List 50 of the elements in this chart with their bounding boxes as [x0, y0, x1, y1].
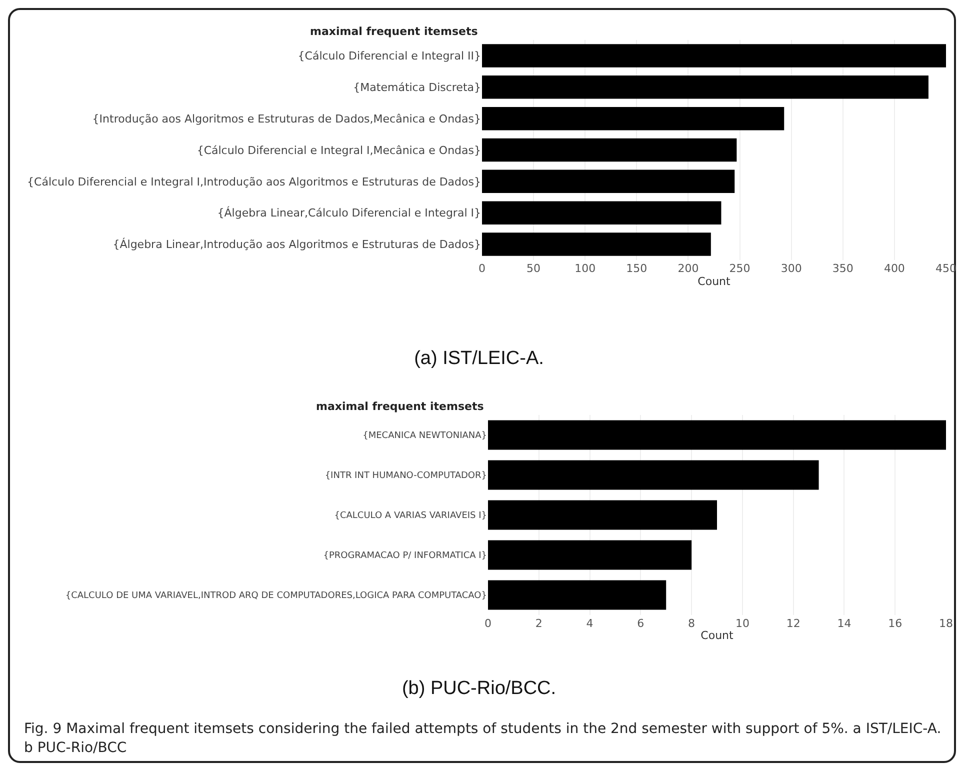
- bar: [482, 232, 711, 256]
- x-axis-title: Count: [700, 629, 734, 642]
- x-tick-label: 14: [837, 617, 852, 630]
- y-tick-label: {MECANICA NEWTONIANA}: [362, 431, 487, 442]
- x-tick-label: 400: [884, 262, 905, 275]
- bar: [488, 500, 717, 530]
- y-tick-label: {Cálculo Diferencial e Integral I,Introdução aos Algoritmos e Estruturas de Dados}: [27, 175, 481, 188]
- bar: [488, 460, 819, 490]
- x-tick-label: 50: [526, 262, 541, 275]
- y-tick-label: {Matemática Discreta}: [353, 80, 481, 94]
- x-tick-label: 0: [478, 262, 486, 275]
- y-tick-label: {CALCULO DE UMA VARIAVEL,INTROD ARQ DE COMPUTADORES,LOGICA PARA COMPUTACAO}: [65, 591, 487, 602]
- y-axis-title: maximal frequent itemsets: [310, 25, 478, 38]
- y-tick-label: {PROGRAMACAO P/ INFORMATICA I}: [323, 551, 487, 562]
- y-tick-label: {CALCULO A VARIAS VARIAVEIS I}: [334, 511, 487, 522]
- x-tick-label: 8: [688, 617, 696, 630]
- bar: [488, 540, 692, 570]
- bar: [482, 138, 737, 162]
- bar: [488, 580, 666, 610]
- bar: [482, 44, 946, 68]
- x-tick-label: 4: [586, 617, 594, 630]
- x-tick-label: 2: [535, 617, 542, 630]
- x-tick-label: 10: [735, 617, 750, 630]
- bar: [482, 106, 784, 130]
- x-tick-label: 250: [729, 262, 750, 275]
- bar: [482, 76, 928, 99]
- x-tick-label: 150: [626, 262, 648, 275]
- bar: [488, 420, 946, 450]
- x-tick-label: 6: [637, 617, 644, 630]
- text: (b) PUC-Rio/BCC.: [400, 678, 558, 700]
- y-tick-label: {Cálculo Diferencial e Integral II}: [298, 50, 481, 63]
- y-tick-label: {INTR INT HUMANO-COMPUTADOR}: [324, 471, 487, 482]
- y-tick-label: {Cálculo Diferencial e Integral I,Mecânica e Ondas}: [196, 144, 481, 157]
- x-tick-label: 16: [888, 617, 902, 630]
- x-axis-title: Count: [698, 275, 732, 288]
- x-tick-label: 300: [780, 262, 802, 275]
- y-tick-label: {Introdução aos Algoritmos e Estruturas de Dados,Mecânica e Ondas}: [92, 112, 481, 126]
- y-tick-label: {Álgebra Linear,Cálculo Diferencial e Integral I}: [217, 206, 481, 220]
- bar: [482, 201, 722, 224]
- caption: Fig. 9 Maximal frequent itemsets considering the failed attempts of students in the 2nd semester with support of 5%. a IST/LEIC-A. b PUC-Rio/BCC: [24, 720, 942, 758]
- bar: [482, 170, 735, 194]
- x-tick-label: 18: [939, 617, 953, 630]
- x-tick-label: 0: [484, 617, 492, 630]
- x-tick-label: 100: [574, 262, 596, 275]
- x-tick-label: 12: [786, 617, 800, 630]
- x-tick-label: 200: [678, 262, 699, 275]
- x-tick-label: 350: [832, 262, 854, 275]
- y-tick-label: {Álgebra Linear,Introdução aos Algoritmos e Estruturas de Dados}: [112, 237, 481, 252]
- text: (a) IST/LEIC-A.: [413, 348, 545, 370]
- y-axis-title: maximal frequent itemsets: [316, 400, 484, 413]
